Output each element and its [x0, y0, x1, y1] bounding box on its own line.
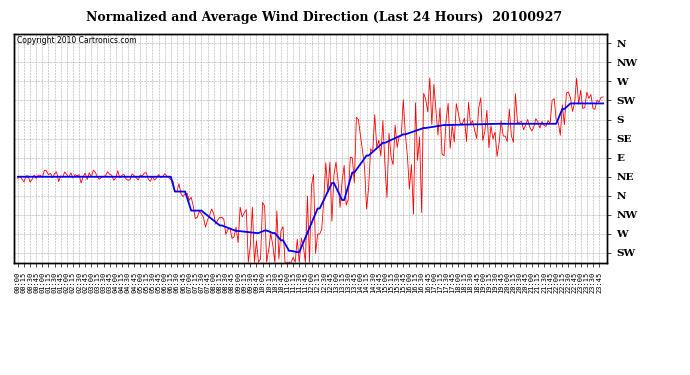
Text: Copyright 2010 Cartronics.com: Copyright 2010 Cartronics.com	[17, 36, 136, 45]
Text: Normalized and Average Wind Direction (Last 24 Hours)  20100927: Normalized and Average Wind Direction (L…	[86, 11, 562, 24]
